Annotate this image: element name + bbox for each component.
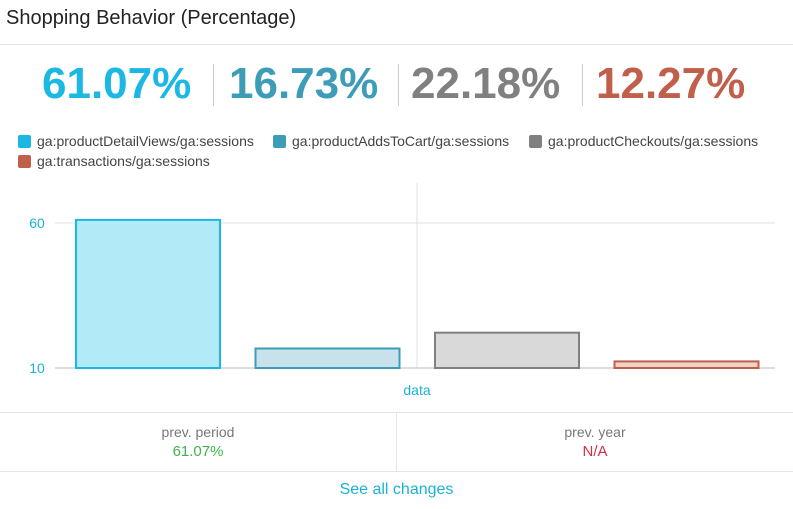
bar-3 xyxy=(613,360,760,370)
kpi-value-checkouts: 22.18% xyxy=(411,59,561,108)
kpi-separator xyxy=(582,64,583,106)
kpi-value-transactions: 12.27% xyxy=(596,59,746,108)
prev-year-value: N/A xyxy=(582,443,608,460)
header-divider xyxy=(0,44,793,45)
x-category-label: data xyxy=(403,382,430,398)
prev-year-label: prev. year xyxy=(564,424,626,440)
bar-0 xyxy=(75,218,221,369)
footer-divider xyxy=(0,412,793,413)
see-all-changes-link[interactable]: See all changes xyxy=(339,481,454,498)
legend-label: ga:transactions/ga:sessions xyxy=(37,153,210,169)
kpi-separator xyxy=(213,64,214,106)
footer-divider xyxy=(0,471,793,472)
kpi-value-adds-to-cart: 16.73% xyxy=(229,59,379,108)
bar-2 xyxy=(434,331,580,369)
legend-swatch xyxy=(529,134,542,148)
footer-vertical-divider xyxy=(396,413,397,471)
legend-item-transactions[interactable]: ga:transactions/ga:sessions xyxy=(18,153,210,169)
legend-swatch xyxy=(18,134,31,148)
legend-label: ga:productAddsToCart/ga:sessions xyxy=(292,133,510,149)
y-tick-label: 60 xyxy=(29,215,45,231)
widget-title: Shopping Behavior (Percentage) xyxy=(6,7,297,29)
prev-period-label: prev. period xyxy=(161,424,235,440)
legend-label: ga:productDetailViews/ga:sessions xyxy=(37,133,254,149)
prev-period-block: prev. period 61.07% xyxy=(0,413,396,471)
bar-chart: 10 60 data xyxy=(29,183,775,398)
kpi-row: 61.07% 16.73% 22.18% 12.27% xyxy=(0,54,793,114)
y-tick-label: 10 xyxy=(29,360,45,376)
legend-label: ga:productCheckouts/ga:sessions xyxy=(548,133,759,149)
legend-item-adds-to-cart[interactable]: ga:productAddsToCart/ga:sessions xyxy=(273,133,509,149)
kpi-separator xyxy=(398,64,399,106)
legend-item-checkouts[interactable]: ga:productCheckouts/ga:sessions xyxy=(529,133,758,149)
legend-item-detail-views[interactable]: ga:productDetailViews/ga:sessions xyxy=(18,133,254,149)
legend-swatch xyxy=(273,134,286,148)
prev-period-value: 61.07% xyxy=(172,443,224,460)
bar-1 xyxy=(254,347,401,370)
legend-swatch xyxy=(18,154,31,168)
kpi-value-detail-views: 61.07% xyxy=(42,59,192,108)
prev-year-block: prev. year N/A xyxy=(397,413,793,471)
